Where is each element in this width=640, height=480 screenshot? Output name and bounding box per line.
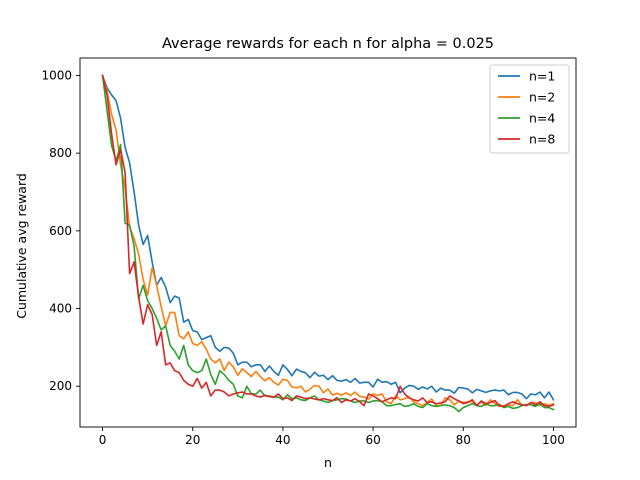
chart-title: Average rewards for each n for alpha = 0… — [162, 36, 494, 52]
x-tick-label: 0 — [99, 433, 107, 447]
y-tick-label: 400 — [49, 302, 72, 316]
series-line-n=1 — [101, 74, 555, 401]
y-tick-label: 1000 — [41, 68, 72, 82]
x-tick-label: 60 — [365, 433, 380, 447]
plot-frame — [79, 57, 577, 428]
legend-box — [489, 64, 570, 154]
legend-label-n=2: n=2 — [529, 90, 555, 105]
legend-label-n=8: n=8 — [529, 132, 555, 147]
y-tick-label: 800 — [49, 146, 72, 160]
plot-area: 0 20 40 60 80 100 200 400 600 800 1000 n=1 n=2 n=4 n=8 — [41, 57, 577, 447]
legend-label-n=1: n=1 — [529, 69, 555, 84]
x-axis-label: n — [324, 455, 332, 470]
y-axis-label: Cumulative avg reward — [14, 173, 29, 319]
legend-label-n=4: n=4 — [529, 111, 555, 126]
x-tick-label: 40 — [275, 433, 290, 447]
y-tick-label: 600 — [49, 224, 72, 238]
y-tick-label: 200 — [49, 379, 72, 393]
series-line-n=8 — [101, 74, 555, 408]
x-tick-label: 20 — [185, 433, 200, 447]
x-tick-label: 80 — [456, 433, 471, 447]
series-line-n=4 — [101, 74, 555, 413]
x-tick-label: 100 — [542, 433, 565, 447]
